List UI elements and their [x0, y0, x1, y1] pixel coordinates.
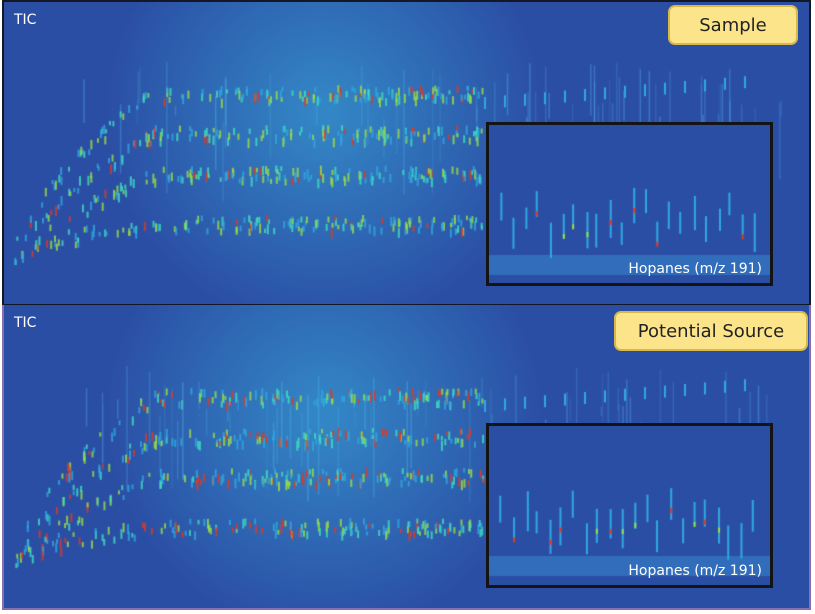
tic-label: TIC	[14, 315, 37, 331]
potential-source-title: Potential Source	[614, 311, 808, 351]
inset-label: Hopanes (m/z 191)	[628, 563, 762, 579]
potential-source-panel: TIC Potential Source Hopanes (m/z 191)	[2, 305, 811, 610]
inset-label: Hopanes (m/z 191)	[628, 261, 762, 277]
tic-label: TIC	[14, 12, 37, 28]
hopanes-inset: Hopanes (m/z 191)	[486, 122, 773, 286]
hopanes-heatmap	[489, 125, 770, 283]
hopanes-inset: Hopanes (m/z 191)	[486, 423, 773, 588]
hopanes-heatmap	[489, 426, 770, 585]
sample-panel: TIC Sample Hopanes (m/z 191)	[2, 0, 811, 306]
sample-title: Sample	[668, 5, 798, 45]
